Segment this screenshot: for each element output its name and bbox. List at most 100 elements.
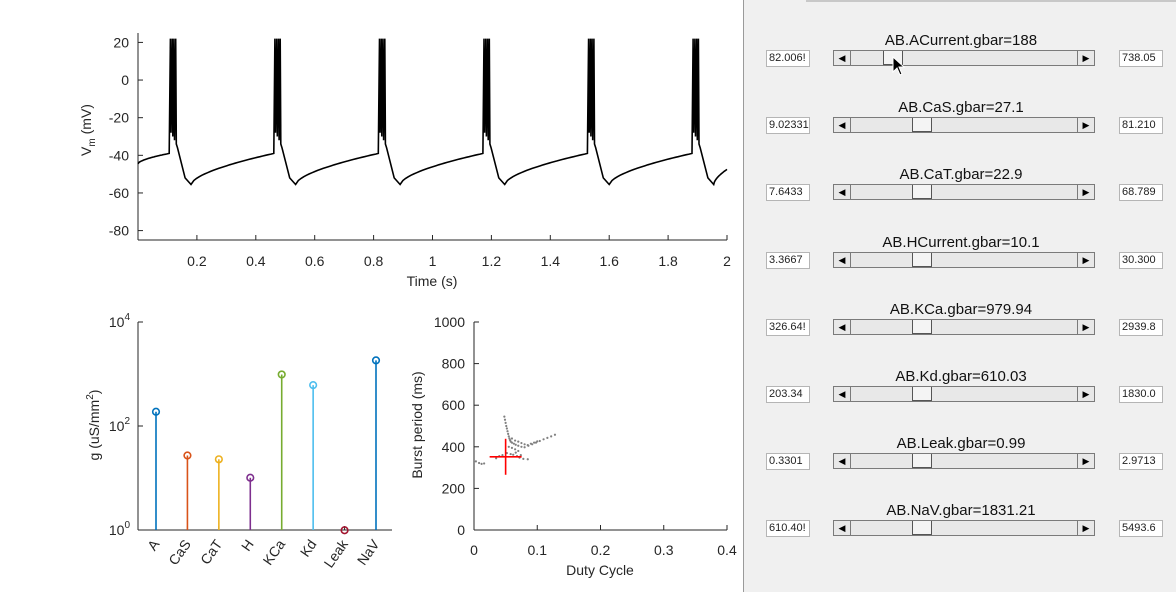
slider-left-arrow-icon[interactable]: ◀ xyxy=(834,521,851,536)
scatter-point xyxy=(517,449,520,453)
slider-thumb[interactable] xyxy=(912,521,932,536)
conductance-ytick-label: 100 xyxy=(109,520,131,538)
slider-min-field[interactable]: 610.40! xyxy=(766,520,810,538)
slider-min-field[interactable]: 9.02331 xyxy=(766,117,810,135)
slider-left-arrow-icon[interactable]: ◀ xyxy=(834,118,851,133)
slider-right-arrow-icon[interactable]: ▶ xyxy=(1077,51,1094,65)
voltage-ytick-label: 0 xyxy=(121,72,129,88)
gbar-slider[interactable]: ◀ ▶ xyxy=(833,386,1095,402)
slider-right-arrow-icon[interactable]: ▶ xyxy=(1077,118,1094,133)
voltage-ylabel-main: V xyxy=(78,146,94,156)
scatter-point xyxy=(514,439,517,442)
slider-row: AB.NaV.gbar=1831.21 610.40! ◀ ▶ 5493.6 xyxy=(744,502,1176,569)
scatter-point xyxy=(514,451,517,454)
slider-max-field[interactable]: 30.300 xyxy=(1119,251,1163,269)
slider-min-field[interactable]: 203.34 xyxy=(766,386,810,403)
slider-left-arrow-icon[interactable]: ◀ xyxy=(834,252,851,267)
time-xtick-label: 1 xyxy=(429,253,437,269)
burst-period-ytick-label: 600 xyxy=(442,397,466,413)
scatter-point xyxy=(480,462,483,465)
slider-min-field[interactable]: 0.3301 xyxy=(766,453,810,471)
conductance-ytick-label: 104 xyxy=(109,312,131,330)
time-xtick-label: 1.8 xyxy=(658,253,678,269)
category-label-a: A xyxy=(144,536,163,553)
burst-period-ytick-label: 200 xyxy=(442,480,466,496)
slider-right-arrow-icon[interactable]: ▶ xyxy=(1077,454,1094,469)
slider-row: AB.HCurrent.gbar=10.1 3.3667 ◀ ▶ 30.300 xyxy=(744,234,1176,301)
slider-right-arrow-icon[interactable]: ▶ xyxy=(1077,521,1094,536)
slider-min-field[interactable]: 7.6433 xyxy=(766,184,810,202)
scatter-point xyxy=(517,444,520,447)
time-xtick-label: 1.4 xyxy=(541,253,561,269)
burst-period-ytick-label: 0 xyxy=(457,522,465,538)
scatter-point xyxy=(505,427,508,430)
gbar-slider[interactable]: ◀ ▶ xyxy=(833,318,1095,335)
slider-max-field[interactable]: 81.210 xyxy=(1119,117,1163,135)
slider-right-arrow-icon[interactable]: ▶ xyxy=(1077,185,1094,200)
scatter-point xyxy=(542,438,545,441)
slider-thumb[interactable] xyxy=(912,387,932,401)
burst-period-ytick-label: 800 xyxy=(442,356,466,372)
duty-cycle-xtick-label: 0.2 xyxy=(591,542,611,558)
slider-left-arrow-icon[interactable]: ◀ xyxy=(834,185,851,200)
slider-max-field[interactable]: 2939.8 xyxy=(1119,318,1163,336)
slider-thumb[interactable] xyxy=(912,454,932,469)
duty-cycle-xtick-label: 0 xyxy=(470,542,478,558)
gbar-slider[interactable]: ◀ ▶ xyxy=(833,117,1095,134)
slider-left-arrow-icon[interactable]: ◀ xyxy=(834,454,851,469)
gbar-slider[interactable]: ◀ ▶ xyxy=(833,184,1095,201)
slider-right-arrow-icon[interactable]: ▶ xyxy=(1077,252,1094,267)
time-xlabel: Time (s) xyxy=(407,273,458,289)
slider-right-arrow-icon[interactable]: ▶ xyxy=(1077,387,1094,401)
duty-cycle-xtick-label: 0.3 xyxy=(654,542,674,558)
slider-label: AB.ACurrent.gbar=188 xyxy=(884,32,1038,49)
scatter-point xyxy=(506,430,509,433)
slider-max-field[interactable]: 1830.0 xyxy=(1119,386,1163,403)
scatter-point xyxy=(550,435,553,438)
slider-max-field[interactable]: 2.9713 xyxy=(1119,453,1163,471)
gbar-slider[interactable]: ◀ ▶ xyxy=(833,520,1095,537)
duty-cycle-xtick-label: 0.1 xyxy=(528,542,548,558)
slider-label: AB.HCurrent.gbar=10.1 xyxy=(882,233,1040,251)
scatter-point xyxy=(523,443,526,446)
scatter-point xyxy=(523,446,526,449)
scatter-point xyxy=(501,454,504,457)
slider-thumb[interactable] xyxy=(912,252,932,267)
scatter-point xyxy=(512,453,515,456)
slider-row: AB.ACurrent.gbar=188 82.006! ◀ ▶ 738.05 xyxy=(744,32,1176,99)
gbar-slider[interactable]: ◀ ▶ xyxy=(833,50,1095,66)
burst-scatter-axes: Burst period (ms) Duty Cycle 0 200 400 600 8… xyxy=(409,314,737,578)
voltage-trace-line xyxy=(137,38,728,187)
slider-thumb[interactable] xyxy=(912,319,932,334)
slider-max-field[interactable]: 738.05 xyxy=(1119,50,1163,67)
slider-left-arrow-icon[interactable]: ◀ xyxy=(834,387,851,401)
slider-left-arrow-icon[interactable]: ◀ xyxy=(834,51,851,65)
scatter-point xyxy=(510,446,514,449)
scatter-point xyxy=(508,437,511,440)
time-xtick-label: 0.4 xyxy=(246,253,266,269)
scatter-point xyxy=(538,439,541,443)
gbar-slider[interactable]: ◀ ▶ xyxy=(833,251,1095,268)
stem-marker-kd xyxy=(309,381,318,390)
slider-min-field[interactable]: 82.006! xyxy=(766,50,810,67)
slider-min-field[interactable]: 326.64! xyxy=(766,318,810,336)
slider-max-field[interactable]: 68.789 xyxy=(1119,184,1163,202)
plot-figure: Vm (mV) Time (s) 20 0 -20 -40 -60 -80 0.2 0.4 0.… xyxy=(78,33,737,578)
slider-right-arrow-icon[interactable]: ▶ xyxy=(1077,319,1094,334)
scatter-point xyxy=(477,461,481,465)
slider-label: AB.CaS.gbar=27.1 xyxy=(898,99,1024,117)
slider-min-field[interactable]: 3.3667 xyxy=(766,251,810,269)
stem-marker-cas xyxy=(183,451,192,460)
slider-max-field[interactable]: 5493.6 xyxy=(1119,520,1163,538)
mouse-cursor-icon xyxy=(892,55,906,81)
duty-cycle-xtick-label: 0.4 xyxy=(717,542,737,558)
slider-left-arrow-icon[interactable]: ◀ xyxy=(834,319,851,334)
slider-thumb[interactable] xyxy=(912,118,932,133)
gbar-slider[interactable]: ◀ ▶ xyxy=(833,453,1095,470)
duty-cycle-xlabel: Duty Cycle xyxy=(566,562,634,578)
category-label-kd: Kd xyxy=(297,537,320,560)
slider-label: AB.Leak.gbar=0.99 xyxy=(896,435,1026,453)
scatter-point xyxy=(522,457,525,460)
stem-marker-h xyxy=(246,473,255,482)
slider-thumb[interactable] xyxy=(912,185,932,200)
